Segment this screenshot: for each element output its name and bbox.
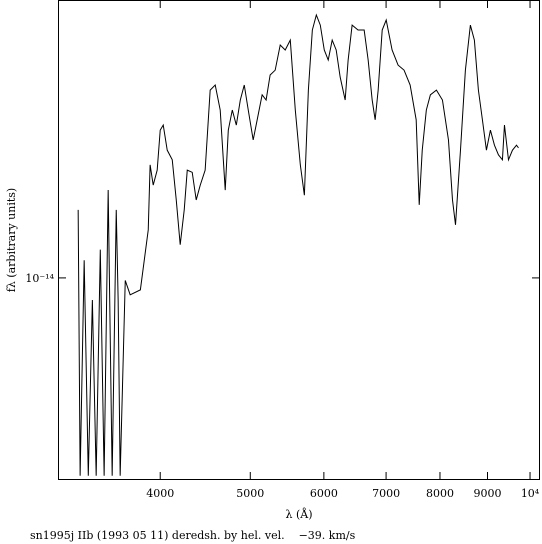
x-tick-label: 9000: [474, 487, 502, 500]
plot-frame: [58, 0, 540, 480]
x-axis-label: λ (Å): [286, 507, 313, 521]
x-tick-label: 6000: [310, 487, 338, 500]
x-tick-label: 7000: [372, 487, 400, 500]
caption: sn1995j IIb (1993 05 11) deredsh. by hel…: [30, 529, 356, 542]
x-tick-label: 10⁴: [521, 487, 540, 500]
x-tick-label: 8000: [426, 487, 454, 500]
y-tick-label: 10⁻¹⁴: [25, 272, 54, 285]
y-axis-label: fλ (arbitrary units): [5, 188, 18, 292]
spectrum-line: [77, 13, 519, 476]
x-tick-label: 5000: [236, 487, 264, 500]
x-tick-label: 4000: [146, 487, 174, 500]
